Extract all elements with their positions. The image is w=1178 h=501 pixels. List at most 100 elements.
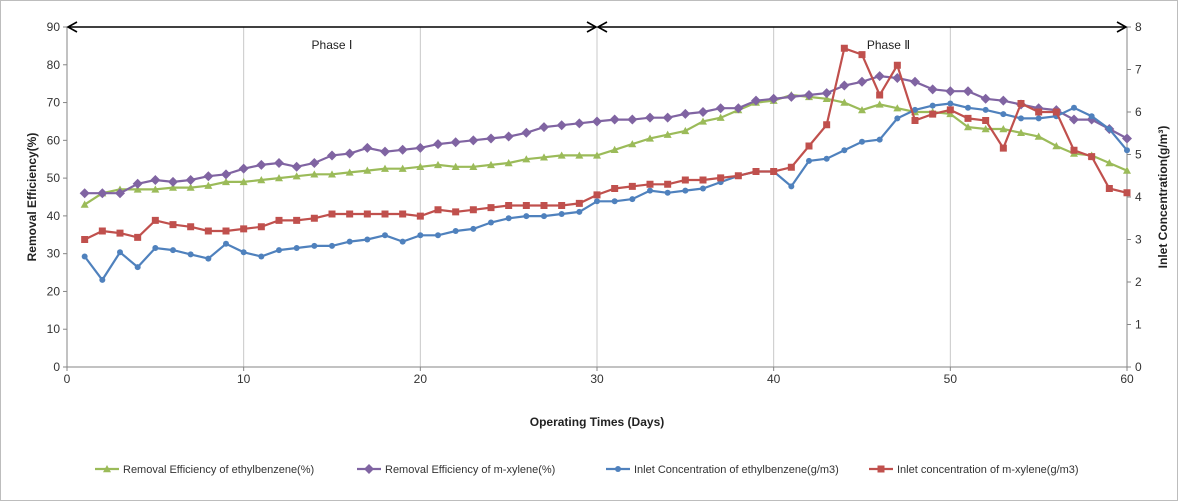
data-point [981, 125, 990, 133]
x-tick-label: 0 [64, 372, 71, 386]
data-point [328, 170, 336, 178]
data-point [877, 465, 885, 473]
data-point [170, 247, 176, 254]
y2-axis-title: Inlet Concentration(g/m³) [1156, 126, 1170, 269]
data-point [79, 188, 90, 199]
data-point [858, 106, 866, 114]
phase-arrow-head-right [1116, 21, 1128, 33]
y2-tick-label: 2 [1135, 275, 1142, 289]
data-point [434, 160, 442, 169]
data-point [680, 108, 691, 119]
data-point [81, 236, 89, 243]
data-point [752, 168, 760, 175]
data-point [276, 247, 282, 254]
data-point [257, 176, 266, 184]
data-point [505, 215, 512, 222]
data-point [488, 219, 494, 226]
data-point [293, 245, 300, 251]
data-point [805, 142, 813, 150]
data-point [397, 144, 408, 155]
data-point [398, 164, 407, 172]
data-point [787, 163, 795, 171]
data-point [450, 137, 461, 148]
y-tick-label: 10 [47, 322, 61, 336]
data-point [645, 112, 655, 123]
data-point [1000, 111, 1007, 118]
data-point [362, 142, 373, 153]
data-point [81, 253, 88, 260]
data-point [574, 118, 585, 129]
y-tick-label: 0 [53, 360, 60, 374]
data-point [963, 86, 973, 97]
data-point [699, 176, 707, 184]
data-point [840, 98, 849, 106]
data-point [700, 185, 706, 192]
data-point [875, 100, 884, 108]
data-point [345, 168, 354, 176]
x-tick-label: 10 [237, 372, 251, 386]
x-tick-label: 40 [767, 372, 781, 386]
data-point [381, 164, 389, 172]
data-point [151, 185, 160, 193]
y2-tick-label: 5 [1135, 148, 1142, 162]
data-point [1123, 166, 1131, 174]
data-point [469, 162, 478, 170]
x-tick-label: 20 [414, 372, 428, 386]
data-point [894, 115, 901, 122]
data-point [859, 138, 865, 145]
data-point [929, 102, 936, 109]
data-point [751, 95, 761, 106]
data-point [186, 183, 195, 191]
data-point [329, 242, 335, 249]
y-tick-label: 50 [47, 171, 61, 185]
data-point [417, 232, 424, 239]
y-tick-label: 90 [47, 20, 61, 34]
data-point [382, 232, 388, 239]
data-point [841, 147, 848, 154]
data-point [698, 107, 708, 117]
data-point [593, 151, 601, 159]
data-point [150, 175, 161, 185]
data-point [964, 114, 972, 122]
data-point [946, 109, 955, 118]
data-point [1088, 113, 1095, 120]
phase-label: Phase Ⅱ [867, 38, 910, 52]
data-point [768, 93, 779, 104]
data-point [187, 223, 195, 231]
data-point [522, 202, 530, 209]
y-tick-label: 40 [47, 209, 61, 223]
data-point [169, 183, 177, 191]
data-point [893, 61, 901, 69]
data-point [629, 196, 636, 203]
data-point [733, 103, 744, 114]
data-point [576, 208, 583, 215]
data-point [912, 106, 918, 113]
data-point [556, 120, 567, 131]
data-point [663, 130, 672, 138]
y-tick-label: 70 [47, 96, 61, 110]
data-point [715, 103, 726, 114]
data-point [628, 182, 636, 190]
series-line [84, 93, 1128, 206]
data-point [452, 208, 460, 216]
data-point [311, 242, 318, 249]
series-2 [79, 71, 1132, 199]
data-point [822, 94, 831, 102]
data-point [115, 188, 125, 199]
x-tick-label: 30 [590, 372, 604, 386]
data-point [982, 117, 990, 124]
data-point [876, 91, 884, 99]
data-point [327, 150, 337, 161]
data-point [929, 110, 937, 118]
data-point [682, 187, 689, 194]
data-point [1069, 114, 1079, 125]
data-point [558, 211, 565, 217]
y2-tick-label: 6 [1135, 105, 1142, 119]
data-point [381, 210, 389, 218]
y2-tick-label: 4 [1135, 190, 1142, 204]
series-1 [80, 91, 1131, 208]
data-point [363, 166, 372, 174]
data-point [857, 76, 867, 87]
